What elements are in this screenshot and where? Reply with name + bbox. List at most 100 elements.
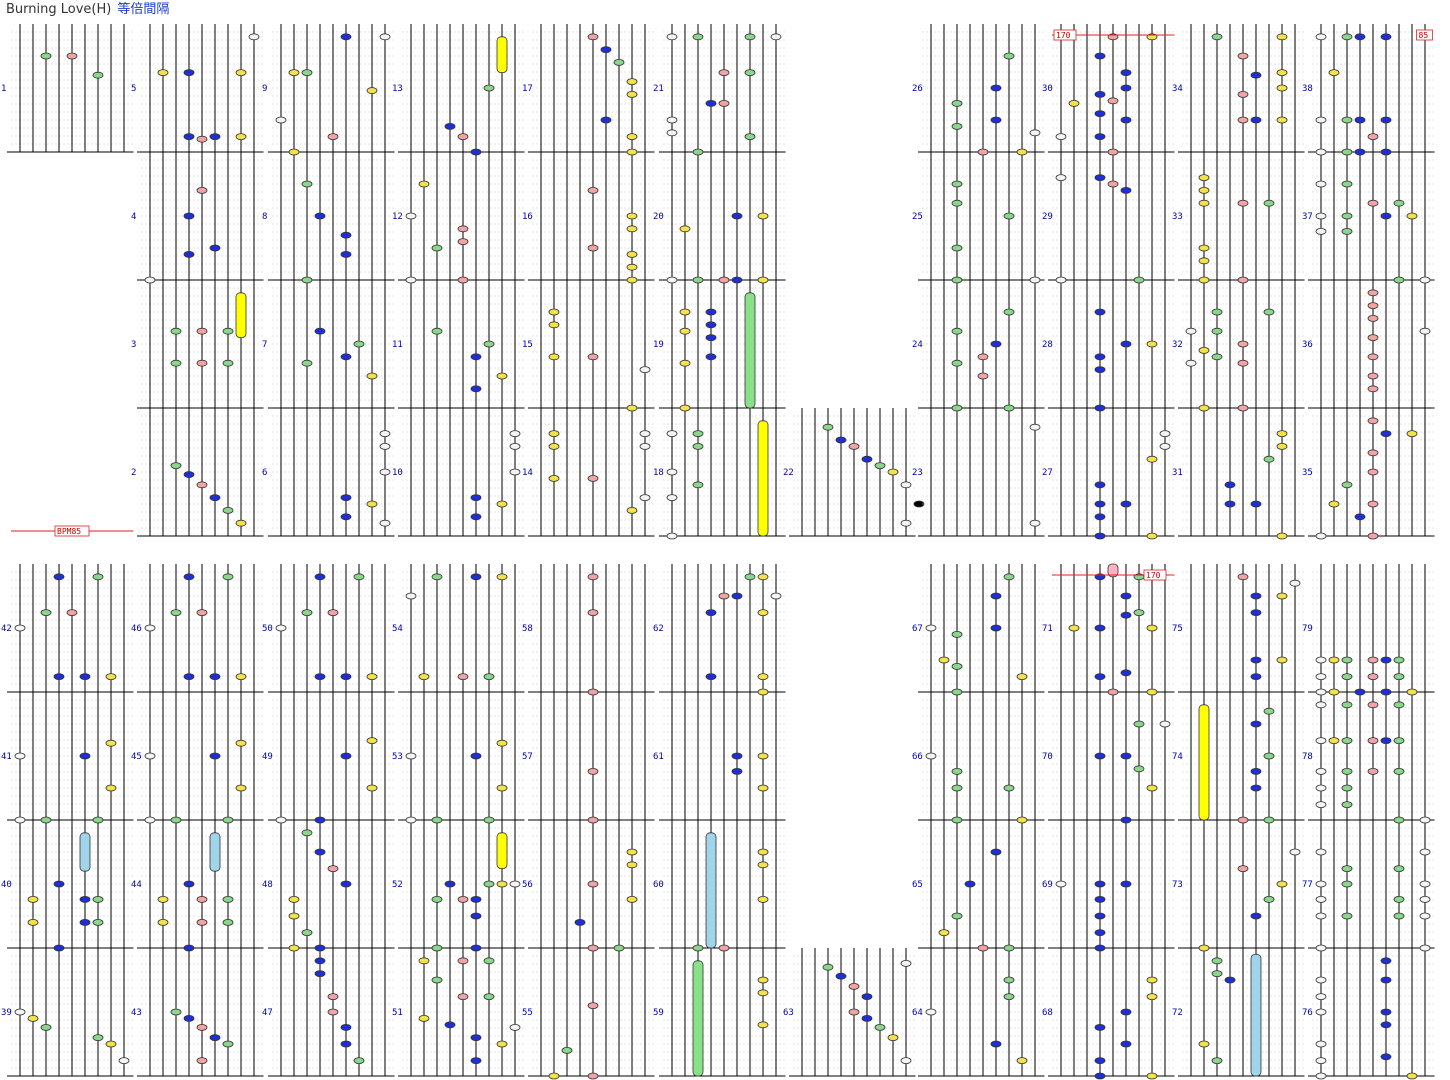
note: [1276, 69, 1288, 77]
note: [431, 327, 443, 335]
note: [340, 880, 352, 888]
note: [196, 186, 208, 194]
note: [183, 212, 195, 220]
note: [366, 87, 378, 94]
note: [1419, 880, 1431, 888]
note: [977, 944, 989, 952]
measure-number: 28: [1042, 340, 1053, 350]
note: [1263, 455, 1275, 463]
note: [14, 624, 26, 632]
note: [666, 430, 678, 438]
note: [1094, 353, 1106, 361]
note: [757, 752, 769, 760]
note: [731, 212, 743, 220]
note: [457, 276, 469, 284]
note: [340, 353, 352, 361]
note: [1380, 1008, 1392, 1016]
note: [1341, 912, 1353, 920]
note: [183, 1015, 195, 1022]
long-note: [209, 832, 221, 872]
measure-number: 41: [1, 752, 12, 762]
note: [1016, 1057, 1028, 1065]
note: [314, 327, 326, 335]
note: [366, 673, 378, 681]
note: [27, 1015, 39, 1022]
note: [1016, 148, 1028, 156]
note: [1354, 513, 1366, 521]
note: [314, 848, 326, 856]
note: [744, 573, 756, 581]
note: [626, 895, 638, 903]
note: [1315, 944, 1327, 952]
note: [248, 33, 260, 41]
note: [1263, 199, 1275, 207]
bpm-label-box: [1416, 29, 1433, 41]
note: [1419, 816, 1431, 824]
note: [951, 99, 963, 107]
note: [692, 33, 704, 41]
note: [222, 919, 234, 926]
note: [1276, 430, 1288, 438]
note: [1276, 592, 1288, 600]
note: [170, 609, 182, 617]
note: [1315, 688, 1327, 696]
note: [483, 84, 495, 92]
note: [1211, 33, 1223, 41]
note: [1107, 180, 1119, 188]
note: [196, 327, 208, 335]
note: [1120, 880, 1132, 888]
measure-number: 40: [1, 880, 12, 890]
note: [561, 1047, 573, 1054]
note: [1380, 737, 1392, 745]
note: [1198, 276, 1210, 284]
note: [66, 609, 78, 617]
note: [1120, 116, 1132, 124]
measure-number: 8: [262, 212, 267, 222]
note: [757, 212, 769, 220]
note: [757, 861, 769, 869]
note: [1237, 91, 1249, 98]
note: [1393, 701, 1405, 709]
note: [92, 816, 104, 824]
measure-number: 6: [262, 468, 267, 478]
note: [1250, 116, 1262, 124]
note: [1094, 404, 1106, 412]
note: [1380, 957, 1392, 965]
note: [1315, 1072, 1327, 1080]
note: [1029, 519, 1041, 527]
note: [353, 573, 365, 581]
measure-number: 53: [392, 752, 403, 762]
note: [679, 404, 691, 412]
note: [431, 976, 443, 984]
note: [705, 353, 717, 361]
note: [1159, 442, 1171, 450]
note: [496, 1040, 508, 1048]
note: [1393, 912, 1405, 920]
note: [353, 1057, 365, 1065]
note: [483, 993, 495, 1001]
measure-number: 26: [912, 84, 923, 94]
note: [366, 784, 378, 792]
note: [600, 116, 612, 124]
note: [1237, 816, 1249, 824]
measure-number: 14: [522, 468, 533, 478]
note: [692, 481, 704, 489]
note: [1289, 579, 1301, 587]
note: [548, 1072, 560, 1080]
note: [1094, 308, 1106, 316]
note: [379, 430, 391, 438]
note: [1341, 180, 1353, 188]
note: [1250, 912, 1262, 920]
measure-number: 36: [1302, 340, 1313, 350]
note: [692, 442, 704, 450]
note: [209, 494, 221, 502]
note: [209, 1034, 221, 1041]
note: [1146, 1072, 1158, 1080]
note: [444, 123, 456, 130]
note: [1094, 532, 1106, 540]
note: [92, 573, 104, 581]
measure-number: 29: [1042, 212, 1053, 222]
note: [1198, 404, 1210, 412]
note: [183, 944, 195, 952]
note: [301, 609, 313, 617]
